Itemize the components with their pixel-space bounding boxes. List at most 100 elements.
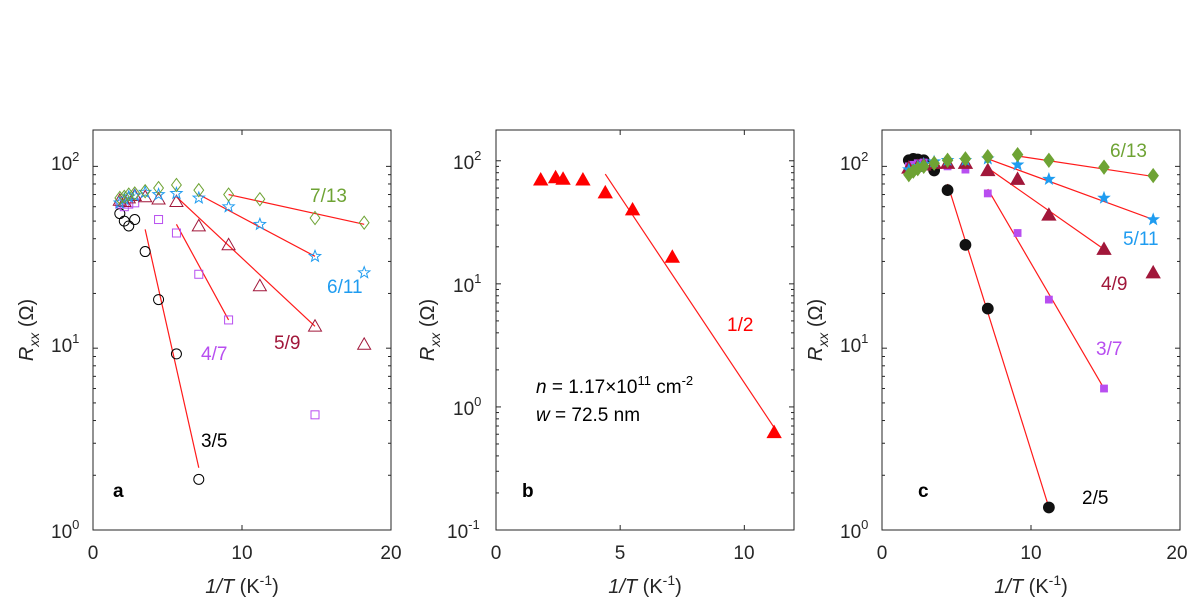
panel-b-xtick-label-1: 5 xyxy=(615,543,626,564)
panel-c-series-0-point-6 xyxy=(959,238,972,251)
panel-a-series-0-point-3 xyxy=(129,214,141,226)
panel-c-series-1-point-7 xyxy=(983,189,992,198)
panel-b-points xyxy=(533,169,782,439)
panel-b-label-1-2: 1/2 xyxy=(727,315,753,336)
panel-a-points xyxy=(112,177,372,485)
panel-b-ytick-label-m1: 10-1 xyxy=(447,517,480,543)
panel-a-xtick-label-0: 0 xyxy=(88,543,99,564)
panel-c-ytick-label-2: 102 xyxy=(840,149,868,175)
panel-a-series-4-point-0 xyxy=(114,190,126,206)
panel-c-xtick-label-1: 10 xyxy=(1020,543,1041,564)
panel-c-series-4-point-4 xyxy=(928,155,940,171)
panel-b-series-0-point-7 xyxy=(766,424,782,439)
panel-c-series-4-point-7 xyxy=(982,149,994,165)
panel-c-ytick-label-0: 100 xyxy=(840,517,868,543)
panel-b-xtick-label-2: 10 xyxy=(733,543,754,564)
panel-a-xlabel: 1/T (K-1) xyxy=(205,572,279,598)
panel-c-series-0-point-8 xyxy=(1042,501,1055,514)
panel-a-series-2-point-9 xyxy=(252,278,268,292)
panel-c-fit-line-4 xyxy=(1017,155,1154,178)
panel-c-series-4-point-8 xyxy=(1011,146,1024,163)
panel-a-series-4-point-6 xyxy=(170,177,182,193)
panel-a-series-4-point-1 xyxy=(118,189,130,205)
panel-c-series-2-point-10 xyxy=(1145,264,1161,279)
panel-b-series-0-point-3 xyxy=(575,172,591,186)
panel-a-series-3-point-11 xyxy=(357,265,372,279)
panel-b-ytick-label-2: 102 xyxy=(453,148,481,174)
panel-b-fit-line-0 xyxy=(604,173,775,428)
panel-c-series-0-point-7 xyxy=(981,302,994,315)
panel-a-fit-line-4 xyxy=(228,193,365,225)
panel-a-ylabel: Rxx (Ω) xyxy=(16,299,42,361)
panel-b-ytick-label-1: 101 xyxy=(453,271,481,297)
panel-c-series-4-point-10 xyxy=(1098,159,1110,175)
panel-a-series-0-point-5 xyxy=(153,294,165,306)
panel-b: 10-1 100 101 102 0 5 10 1/T (K-1) Rxx (Ω… xyxy=(417,129,795,598)
panel-c-series-4-point-3 xyxy=(917,158,930,175)
panel-c-series-2-point-9 xyxy=(1096,241,1112,255)
panel-a-series-4-point-2 xyxy=(123,187,135,202)
panel-c-ylabel: Rxx (Ω) xyxy=(805,299,831,361)
panel-a-xtick-label-1: 10 xyxy=(231,543,252,564)
panel-b-series-0-point-2 xyxy=(555,171,571,185)
panel-c-ytick-label-1: 101 xyxy=(840,331,868,357)
panel-a-series-1-point-7 xyxy=(224,315,234,325)
panel-a-series-3-point-9 xyxy=(252,216,267,231)
panel-a-series-2-point-10 xyxy=(307,318,323,332)
panel-c-fit-line-1 xyxy=(987,188,1105,389)
panel-a-series-1-point-4 xyxy=(154,215,164,225)
panel-b-axes-box xyxy=(495,129,795,531)
panel-c-fit-lines xyxy=(946,155,1154,508)
panel-c-series-3-point-7 xyxy=(1010,157,1025,171)
panel-c-label-6-13: 6/13 xyxy=(1110,141,1147,162)
panel-a-label-5-9: 5/9 xyxy=(274,333,300,354)
panel-a-fit-lines xyxy=(144,193,365,468)
panel-a-series-0-point-7 xyxy=(193,473,205,485)
panel-c-series-4-point-9 xyxy=(1043,152,1055,168)
panel-a-series-4-point-7 xyxy=(193,182,205,198)
panel-c-label-2-5: 2/5 xyxy=(1082,488,1108,509)
panel-c-axes-box xyxy=(881,129,1181,531)
panel-c-fit-line-0 xyxy=(946,183,1050,508)
panel-c-series-3-point-9 xyxy=(1097,190,1111,204)
panel-b-ytick-label-0: 100 xyxy=(453,394,481,420)
panel-a-series-2-point-8 xyxy=(221,237,236,251)
panel-a-fit-line-0 xyxy=(144,229,200,468)
panel-b-series-0-point-5 xyxy=(624,201,641,216)
panel-a-series-0-point-6 xyxy=(170,348,182,360)
panel-c-series-2-point-6 xyxy=(980,162,996,177)
panel-b-xlabel: 1/T (K-1) xyxy=(608,572,682,598)
panel-a-series-4-point-11 xyxy=(358,215,370,231)
panel-c-series-2-point-8 xyxy=(1041,207,1057,221)
panel-c-series-2-point-7 xyxy=(1009,171,1026,185)
panel-c-letter: c xyxy=(918,481,929,502)
panel-a-series-2-point-11 xyxy=(356,336,372,350)
panel-b-letter: b xyxy=(522,481,534,502)
panel-b-fit-lines xyxy=(604,173,775,428)
panel-b-xtick-label-0: 0 xyxy=(491,543,502,564)
panel-c-xlabel: 1/T (K-1) xyxy=(994,572,1068,598)
panel-c-label-4-9: 4/9 xyxy=(1101,274,1127,295)
panel-a-series-4-point-5 xyxy=(153,180,165,196)
panel-a-series-4-point-9 xyxy=(254,191,266,207)
panel-c-xtick-label-0: 0 xyxy=(877,543,888,564)
panel-c-fit-line-2 xyxy=(987,167,1105,250)
panel-a-label-7-13: 7/13 xyxy=(310,186,347,207)
panel-c-series-4-point-5 xyxy=(941,152,954,168)
panel-a-series-3-point-0 xyxy=(112,195,127,209)
panel-b-width-annotation: w = 72.5 nm xyxy=(536,405,640,426)
panel-a: 100 101 102 0 10 20 1/T (K-1) Rxx (Ω) 3/… xyxy=(16,129,402,598)
panel-c-series-0-point-5 xyxy=(941,184,954,197)
panel-b-series-0-point-6 xyxy=(664,249,681,263)
panel-a-series-3-point-5 xyxy=(151,187,166,201)
panel-a-label-6-11: 6/11 xyxy=(327,277,363,298)
panel-a-series-4-point-4 xyxy=(139,183,151,199)
panel-a-fit-line-2 xyxy=(176,196,316,327)
panel-a-xtick-label-2: 20 xyxy=(380,543,401,564)
panel-a-series-4-point-3 xyxy=(129,186,141,201)
panel-a-series-0-point-4 xyxy=(139,246,151,258)
panel-c-series-4-point-6 xyxy=(959,151,972,167)
panel-a-series-1-point-5 xyxy=(171,228,181,238)
panel-b-series-0-point-0 xyxy=(533,172,549,186)
